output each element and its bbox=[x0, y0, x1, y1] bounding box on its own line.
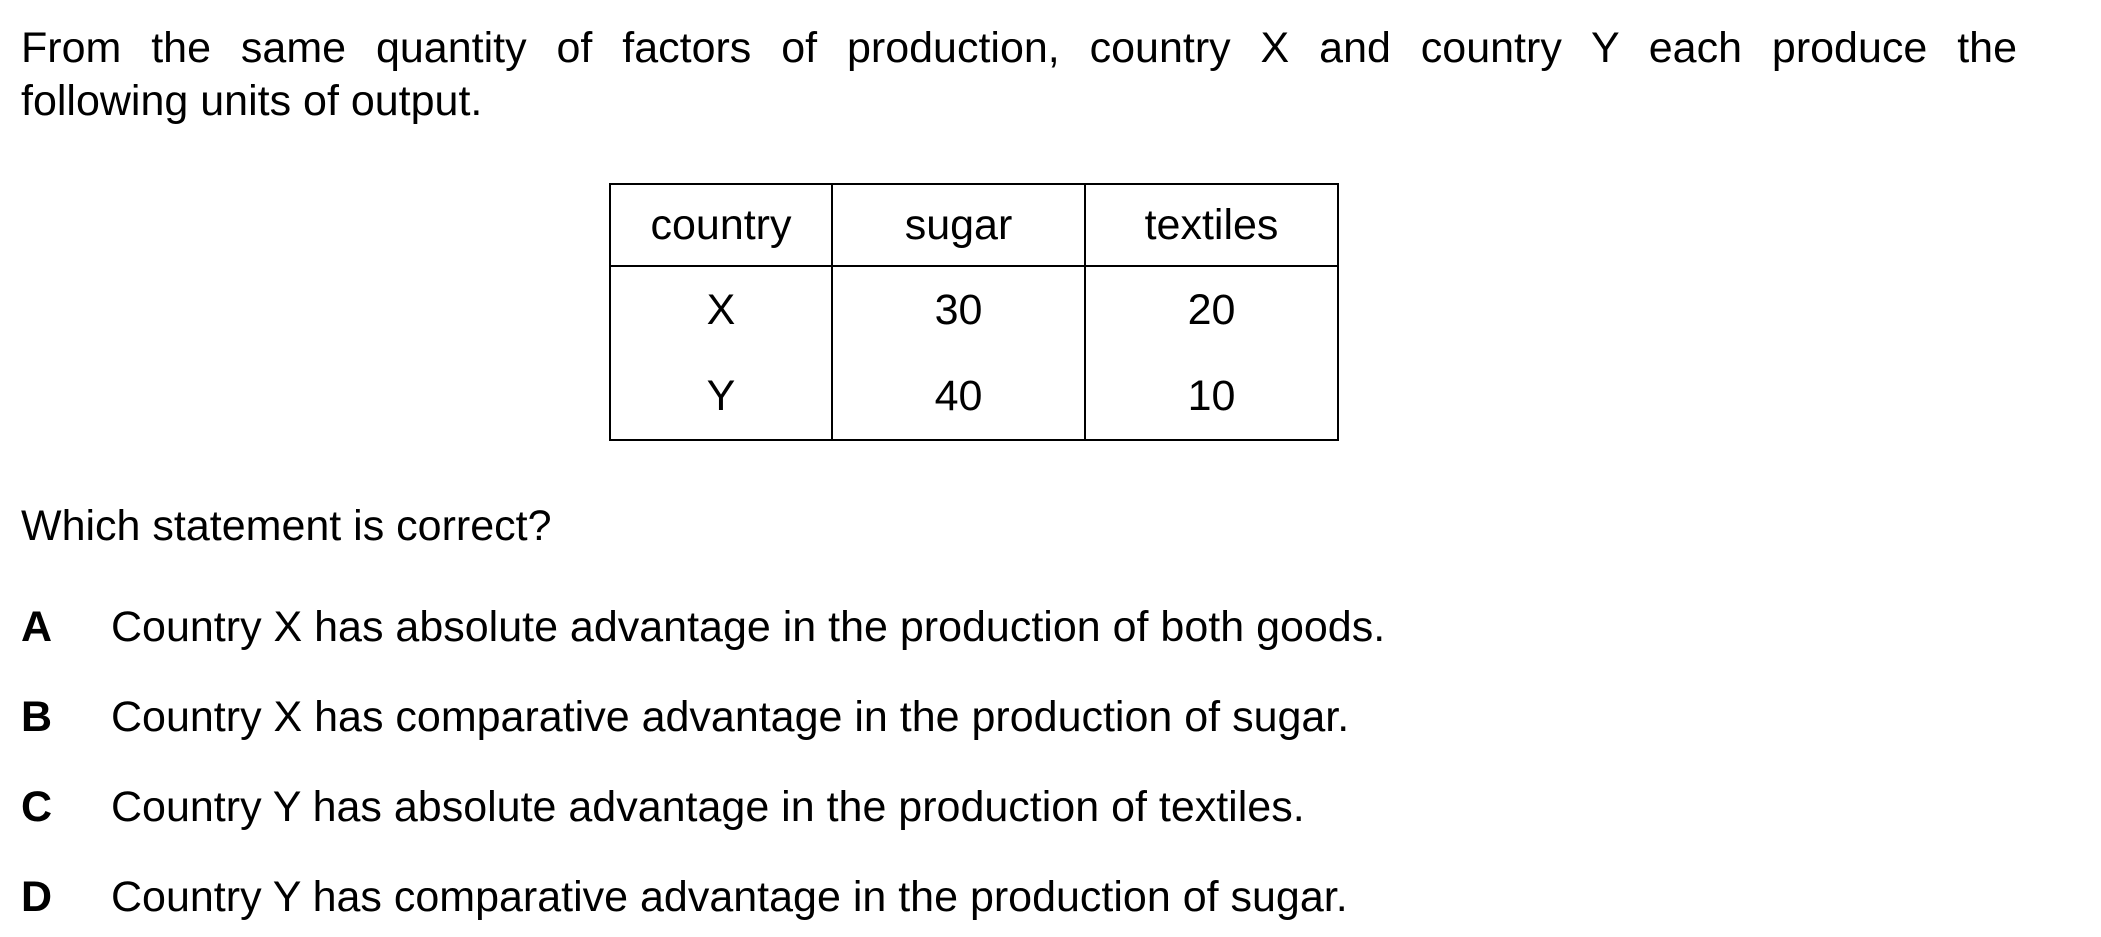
table-cell-country: Y bbox=[609, 353, 833, 441]
option-a[interactable]: A Country X has absolute advantage in the… bbox=[21, 601, 1385, 654]
question-stem: From the same quantity of factors of pro… bbox=[21, 22, 2021, 128]
output-table: country sugar textiles X 30 20 Y 40 10 bbox=[609, 183, 1339, 441]
option-d[interactable]: D Country Y has comparative advantage in … bbox=[21, 871, 1348, 924]
option-text: Country Y has absolute advantage in the … bbox=[111, 783, 1305, 831]
table-cell-textiles: 20 bbox=[1084, 266, 1339, 353]
option-letter: B bbox=[21, 693, 53, 741]
table-header-row: country sugar textiles bbox=[609, 183, 1339, 267]
option-c[interactable]: C Country Y has absolute advantage in the… bbox=[21, 781, 1305, 834]
option-letter: D bbox=[21, 873, 53, 921]
option-letter: C bbox=[21, 783, 53, 831]
stem-line-1: From the same quantity of factors of pro… bbox=[21, 24, 2017, 72]
option-text: Country Y has comparative advantage in t… bbox=[111, 873, 1348, 921]
option-text: Country X has absolute advantage in the … bbox=[111, 603, 1386, 651]
header-country: country bbox=[609, 183, 833, 267]
header-sugar: sugar bbox=[831, 183, 1086, 267]
table-row: Y 40 10 bbox=[609, 353, 1339, 441]
table-cell-textiles: 10 bbox=[1084, 353, 1339, 441]
option-b[interactable]: B Country X has comparative advantage in … bbox=[21, 691, 1349, 744]
table-cell-sugar: 40 bbox=[831, 353, 1086, 441]
table-cell-country: X bbox=[609, 266, 833, 353]
option-text: Country X has comparative advantage in t… bbox=[111, 693, 1350, 741]
header-textiles: textiles bbox=[1084, 183, 1339, 267]
question-prompt: Which statement is correct? bbox=[21, 502, 552, 550]
option-letter: A bbox=[21, 603, 53, 651]
stem-line-2: following units of output. bbox=[21, 77, 483, 125]
table-row: X 30 20 bbox=[609, 266, 1339, 353]
table-cell-sugar: 30 bbox=[831, 266, 1086, 353]
